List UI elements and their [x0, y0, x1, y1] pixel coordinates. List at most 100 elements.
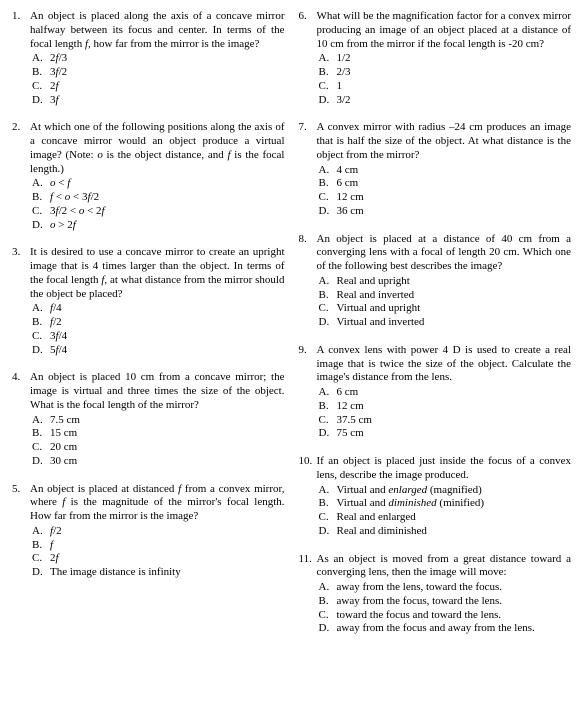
choice-text: f/4: [50, 302, 285, 316]
choice-text: 12 cm: [337, 191, 572, 205]
choice-text: Virtual and diminished (minified): [337, 497, 572, 511]
choice-text: away from the focus, toward the lens.: [337, 595, 572, 609]
question-body: As an object is moved from a great dista…: [317, 553, 572, 637]
choice-list: A.o < fB.f < o < 3f/2C.3f/2 < o < 2fD.o …: [30, 177, 285, 232]
choice: B.2/3: [319, 66, 572, 80]
choice-text: 30 cm: [50, 455, 285, 469]
choice-text: 3f/2 < o < 2f: [50, 205, 285, 219]
choice-letter: B.: [319, 289, 337, 303]
choice-text: 6 cm: [337, 386, 572, 400]
question-number: 10.: [299, 455, 317, 539]
choice-letter: A.: [32, 52, 50, 66]
choice: B.Virtual and diminished (minified): [319, 497, 572, 511]
choice-letter: C.: [32, 80, 50, 94]
choice-text: 3f: [50, 94, 285, 108]
choice: C.1: [319, 80, 572, 94]
choice-list: A.7.5 cmB.15 cmC.20 cmD.30 cm: [30, 414, 285, 469]
choice: B.f < o < 3f/2: [32, 191, 285, 205]
question-stem: An object is placed along the axis of a …: [30, 10, 285, 51]
choice-letter: D.: [319, 205, 337, 219]
choice: C.20 cm: [32, 441, 285, 455]
choice-letter: D.: [319, 525, 337, 539]
question: 4.An object is placed 10 cm from a conca…: [12, 371, 285, 468]
choice-letter: C.: [32, 330, 50, 344]
choice-text: f/2: [50, 525, 285, 539]
question-number: 2.: [12, 121, 30, 232]
choice-text: away from the focus and away from the le…: [337, 622, 572, 636]
question-number: 6.: [299, 10, 317, 107]
choice: D.36 cm: [319, 205, 572, 219]
choice-letter: B.: [319, 177, 337, 191]
choice-letter: B.: [319, 595, 337, 609]
choice: C.Virtual and upright: [319, 302, 572, 316]
question: 5.An object is placed at distanced f fro…: [12, 483, 285, 580]
choice-text: 37.5 cm: [337, 414, 572, 428]
question-columns: 1.An object is placed along the axis of …: [12, 10, 571, 650]
question-body: If an object is placed just inside the f…: [317, 455, 572, 539]
choice-list: A.away from the lens, toward the focus.B…: [317, 581, 572, 636]
choice-letter: A.: [32, 302, 50, 316]
choice: A.6 cm: [319, 386, 572, 400]
choice-letter: C.: [319, 302, 337, 316]
question: 11.As an object is moved from a great di…: [299, 553, 572, 637]
choice-text: 36 cm: [337, 205, 572, 219]
choice-letter: D.: [32, 94, 50, 108]
question-stem: If an object is placed just inside the f…: [317, 455, 572, 483]
choice-letter: C.: [319, 191, 337, 205]
question-stem: It is desired to use a concave mirror to…: [30, 246, 285, 301]
choice: B.3f/2: [32, 66, 285, 80]
choice-text: f: [50, 539, 285, 553]
question: 8.An object is placed at a distance of 4…: [299, 233, 572, 330]
choice-text: 6 cm: [337, 177, 572, 191]
choice: A.7.5 cm: [32, 414, 285, 428]
choice-letter: D.: [32, 219, 50, 233]
question-body: An object is placed along the axis of a …: [30, 10, 285, 107]
question-stem: An object is placed 10 cm from a concave…: [30, 371, 285, 412]
choice: D.75 cm: [319, 427, 572, 441]
choice: A.2f/3: [32, 52, 285, 66]
choice-letter: B.: [32, 427, 50, 441]
choice-text: 7.5 cm: [50, 414, 285, 428]
choice: A.f/2: [32, 525, 285, 539]
choice-text: 3/2: [337, 94, 572, 108]
choice: A.Real and upright: [319, 275, 572, 289]
choice-text: 12 cm: [337, 400, 572, 414]
column-left: 1.An object is placed along the axis of …: [12, 10, 285, 650]
choice: A.f/4: [32, 302, 285, 316]
choice: D.3f: [32, 94, 285, 108]
choice-letter: C.: [319, 414, 337, 428]
choice-text: Real and inverted: [337, 289, 572, 303]
choice-text: 2f/3: [50, 52, 285, 66]
choice-text: The image distance is infinity: [50, 566, 285, 580]
choice-letter: D.: [319, 94, 337, 108]
choice-text: Virtual and inverted: [337, 316, 572, 330]
question-number: 4.: [12, 371, 30, 468]
choice-letter: A.: [32, 177, 50, 191]
choice-letter: A.: [32, 525, 50, 539]
choice-text: 3f/2: [50, 66, 285, 80]
question-number: 1.: [12, 10, 30, 107]
question-body: It is desired to use a concave mirror to…: [30, 246, 285, 357]
choice-letter: A.: [319, 164, 337, 178]
choice-letter: B.: [32, 316, 50, 330]
question-number: 3.: [12, 246, 30, 357]
question-number: 7.: [299, 121, 317, 218]
question-number: 5.: [12, 483, 30, 580]
choice: B.15 cm: [32, 427, 285, 441]
question-stem: A convex mirror with radius –24 cm produ…: [317, 121, 572, 162]
question-stem: An object is placed at distanced f from …: [30, 483, 285, 524]
choice: B.f: [32, 539, 285, 553]
choice-letter: A.: [319, 52, 337, 66]
choice-text: 2f: [50, 80, 285, 94]
question-stem: What will be the magnification factor fo…: [317, 10, 572, 51]
choice-letter: A.: [319, 484, 337, 498]
choice-letter: B.: [319, 66, 337, 80]
choice-letter: B.: [32, 191, 50, 205]
choice: B.6 cm: [319, 177, 572, 191]
choice: D.Real and diminished: [319, 525, 572, 539]
question: 1.An object is placed along the axis of …: [12, 10, 285, 107]
choice-text: 1: [337, 80, 572, 94]
choice-letter: D.: [319, 622, 337, 636]
choice-text: 15 cm: [50, 427, 285, 441]
choice-text: 5f/4: [50, 344, 285, 358]
